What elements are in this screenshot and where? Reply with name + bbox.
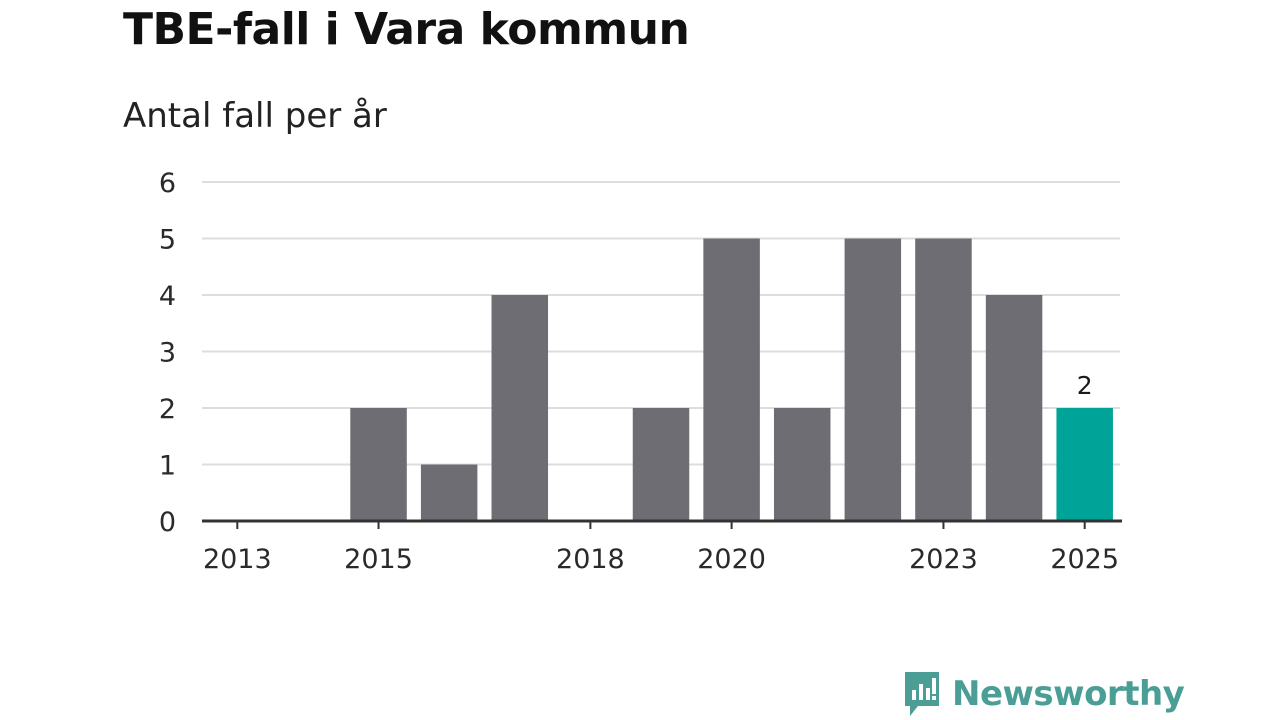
x-tick-label: 2013 — [203, 544, 272, 575]
x-tick-label: 2023 — [909, 544, 978, 575]
x-tick-label: 2018 — [556, 544, 625, 575]
y-tick-label: 1 — [159, 451, 176, 482]
x-tick-label: 2015 — [344, 544, 413, 575]
bar-2024 — [985, 295, 1043, 521]
brand-name: Newsworthy — [952, 674, 1185, 714]
bar-2023 — [915, 238, 972, 521]
brand-logo: Newsworthy — [902, 670, 1185, 718]
data-labels: 2 — [1077, 371, 1093, 400]
bar-2015 — [350, 408, 407, 521]
y-tick-label: 2 — [159, 394, 176, 425]
y-tick-label: 5 — [159, 225, 176, 256]
y-axis-ticks: 0 1 2 3 4 5 6 — [159, 168, 176, 538]
bar-2019 — [632, 408, 690, 521]
chart-subtitle: Antal fall per år — [123, 96, 387, 136]
data-label: 2 — [1077, 371, 1093, 400]
y-tick-label: 0 — [159, 507, 176, 538]
bar-2016 — [420, 464, 478, 521]
chart-title: TBE-fall i Vara kommun — [123, 4, 690, 55]
bar-2022 — [844, 238, 902, 521]
x-tick-label: 2025 — [1050, 544, 1119, 575]
newsworthy-logo-icon — [905, 672, 939, 716]
bars — [350, 238, 1113, 521]
bar-2017 — [491, 295, 549, 521]
y-tick-label: 4 — [159, 281, 176, 312]
y-tick-label: 3 — [159, 338, 176, 369]
x-axis-ticks: 2013 2015 2018 2020 2023 2025 — [203, 521, 1119, 575]
y-tick-label: 6 — [159, 168, 176, 199]
x-tick-label: 2020 — [697, 544, 766, 575]
bar-2021 — [773, 408, 831, 521]
bar-2020 — [703, 238, 760, 521]
bar-2025 — [1056, 408, 1113, 521]
